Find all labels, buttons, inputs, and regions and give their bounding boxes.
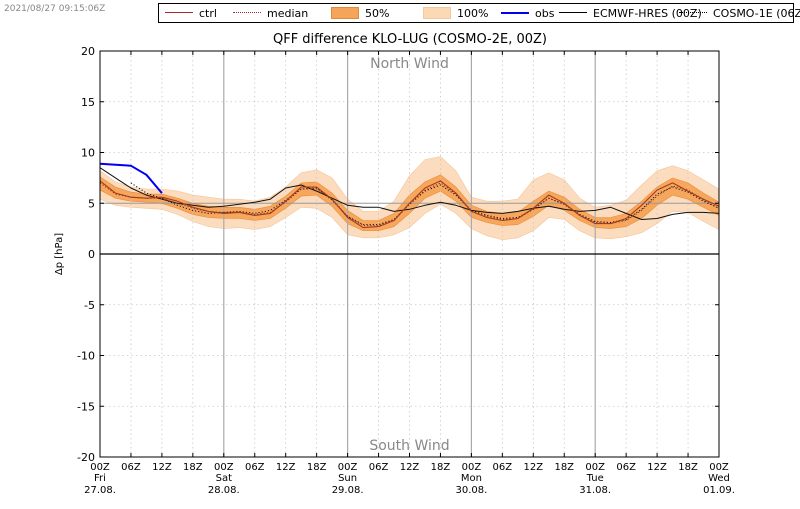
y-tick-label: -20 bbox=[77, 451, 95, 464]
legend-swatch bbox=[331, 7, 359, 19]
y-tick-label: 15 bbox=[81, 96, 95, 109]
legend-label: median bbox=[267, 6, 309, 20]
y-tick-label: 0 bbox=[88, 248, 95, 261]
x-tick-label: 18Z bbox=[678, 462, 698, 473]
x-tick-label: 12Z bbox=[647, 462, 667, 473]
legend-swatch bbox=[559, 7, 587, 19]
x-tick-label: 00Z bbox=[709, 462, 729, 473]
x-tick-label: 18Z bbox=[554, 462, 574, 473]
legend-label: 100% bbox=[457, 6, 489, 20]
x-tick-label: 06Z bbox=[245, 462, 265, 473]
x-tick-date-label: 30.08. bbox=[455, 485, 487, 496]
x-tick-label: 06Z bbox=[493, 462, 513, 473]
x-tick-label: 00Z bbox=[90, 462, 110, 473]
x-tick-label: 18Z bbox=[307, 462, 327, 473]
legend-swatch bbox=[233, 7, 261, 19]
x-tick-day-label: Tue bbox=[586, 473, 604, 484]
y-tick-label: -15 bbox=[77, 400, 95, 413]
x-tick-date-label: 01.09. bbox=[703, 485, 735, 496]
y-tick-label: -10 bbox=[77, 350, 95, 363]
x-tick-label: 12Z bbox=[152, 462, 172, 473]
legend-swatch bbox=[501, 7, 529, 19]
x-tick-label: 18Z bbox=[183, 462, 203, 473]
x-tick-day-label: Sat bbox=[216, 473, 232, 484]
legend-swatch bbox=[423, 7, 451, 19]
legend-item-median: median bbox=[233, 4, 308, 22]
legend-label: 50% bbox=[365, 6, 390, 20]
legend-item-ecmwf-hres-00z: ECMWF-HRES (00Z) bbox=[559, 4, 702, 22]
chart-title: QFF difference KLO-LUG (COSMO-2E, 00Z) bbox=[272, 32, 548, 47]
x-tick-label: 12Z bbox=[400, 462, 420, 473]
legend: ctrl median 50% 100% obs ECMWF-HRES (00Z) COSM… bbox=[158, 3, 800, 23]
legend-swatch bbox=[165, 7, 193, 19]
legend-item-obs: obs bbox=[501, 4, 554, 22]
x-tick-label: 12Z bbox=[524, 462, 544, 473]
x-tick-day-label: Wed bbox=[708, 473, 730, 484]
x-tick-label: 00Z bbox=[214, 462, 234, 473]
series-line-cosmo-1e-06z bbox=[130, 182, 720, 226]
y-tick-label: 20 bbox=[81, 45, 95, 58]
legend-item-cosmo-1e-06z: COSMO-1E (06Z) bbox=[679, 4, 800, 22]
timestamp: 2021/08/27 09:15:06Z bbox=[4, 4, 106, 14]
y-axis-label: Δp [hPa] bbox=[54, 233, 65, 275]
y-tick-label: 10 bbox=[81, 147, 95, 160]
x-tick-label: 06Z bbox=[121, 462, 141, 473]
annotation-south-wind: South Wind bbox=[369, 438, 449, 454]
series-line-ecmwf-hres-00z bbox=[99, 167, 720, 220]
x-tick-date-label: 27.08. bbox=[84, 485, 116, 496]
y-tick-label: 5 bbox=[88, 197, 95, 210]
legend-label: obs bbox=[535, 6, 555, 20]
y-tick-label: -5 bbox=[84, 299, 95, 312]
x-tick-label: 00Z bbox=[585, 462, 605, 473]
series-line-ctrl bbox=[99, 180, 720, 229]
legend-label: ctrl bbox=[199, 6, 217, 20]
legend-item-ctrl: ctrl bbox=[165, 4, 217, 22]
x-tick-label: 06Z bbox=[369, 462, 389, 473]
x-tick-label: 12Z bbox=[276, 462, 296, 473]
x-tick-day-label: Fri bbox=[94, 473, 106, 484]
x-tick-date-label: 31.08. bbox=[579, 485, 611, 496]
x-tick-day-label: Mon bbox=[461, 473, 482, 484]
annotation-north-wind: North Wind bbox=[370, 56, 449, 72]
legend-label: COSMO-1E (06Z) bbox=[713, 6, 800, 20]
x-tick-label: 06Z bbox=[616, 462, 636, 473]
legend-item-100: 100% bbox=[423, 4, 488, 22]
series-line-obs bbox=[99, 162, 163, 194]
legend-swatch bbox=[679, 7, 707, 19]
x-tick-day-label: Sun bbox=[338, 473, 357, 484]
legend-item-50: 50% bbox=[331, 4, 389, 22]
legend-label: ECMWF-HRES (00Z) bbox=[593, 6, 702, 20]
x-tick-label: 18Z bbox=[431, 462, 451, 473]
x-tick-label: 00Z bbox=[338, 462, 358, 473]
x-tick-date-label: 29.08. bbox=[332, 485, 364, 496]
x-tick-label: 00Z bbox=[462, 462, 482, 473]
x-tick-date-label: 28.08. bbox=[208, 485, 240, 496]
